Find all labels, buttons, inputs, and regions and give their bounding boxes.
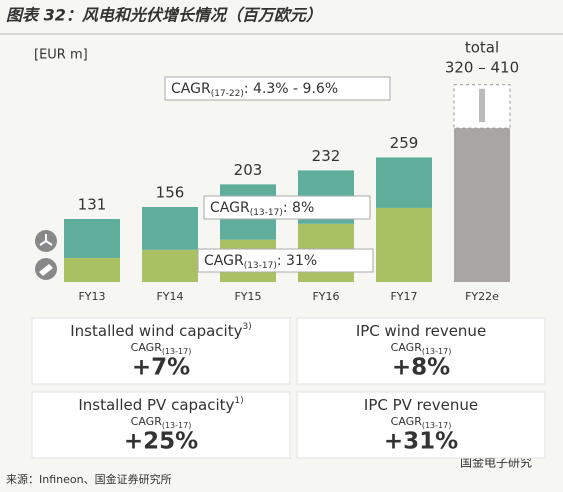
panel [31, 391, 291, 459]
chart-title: 图表 32：风电和光伏增长情况（百万欧元） [6, 6, 322, 25]
wind-icon-blades [39, 234, 53, 246]
panel-cagr: CAGR(13-17) [391, 415, 452, 430]
panel-note: 1) [234, 396, 243, 406]
bar-segment [142, 206, 198, 250]
annotation-text: CAGR [210, 200, 250, 216]
panel-value: +7% [132, 355, 190, 381]
panel-cagr-sub: (13-17) [422, 347, 452, 356]
bar-segment [376, 207, 432, 282]
panel-value: +25% [124, 429, 198, 455]
x-tick-label: FY17 [390, 290, 417, 303]
panel-cagr: CAGR(13-17) [131, 415, 192, 430]
annotation: CAGR(13-17): 8% [210, 200, 314, 218]
panel-title-text: IPC PV revenue [364, 396, 478, 414]
total-label: 156 [156, 183, 185, 201]
forecast-label: total [465, 39, 499, 57]
panel-cagr-text: CAGR [131, 341, 163, 354]
annotation: CAGR(17-22): 4.3% - 9.6% [171, 81, 338, 99]
panel-cagr: CAGR(13-17) [391, 341, 452, 356]
panel-title-text: IPC wind revenue [356, 322, 486, 340]
total-label: 203 [234, 161, 263, 179]
panel-value: +8% [392, 355, 450, 381]
panel-title: IPC wind revenue [356, 322, 486, 340]
panel [296, 317, 546, 385]
annotation-sub: (17-22) [211, 89, 244, 99]
panel-cagr-text: CAGR [391, 341, 423, 354]
panel-note: 3) [242, 322, 251, 332]
x-tick-label: FY13 [78, 290, 105, 303]
bar-segment [64, 218, 120, 258]
panel-cagr: CAGR(13-17) [131, 341, 192, 356]
total-label: 259 [390, 134, 419, 152]
annotation-value: : 31% [277, 253, 317, 269]
panel-cagr-sub: (13-17) [422, 421, 452, 430]
bar-segment [64, 257, 120, 282]
annotation-sub: (13-17) [244, 261, 277, 271]
annotation-box [197, 248, 374, 273]
x-tick-label: FY22e [465, 290, 499, 303]
forecast-range-label: 320 – 410 [445, 59, 519, 77]
x-tick-label: FY14 [156, 290, 183, 303]
forecast-bar [454, 128, 510, 282]
bar-segment [142, 249, 198, 282]
annotation-box [164, 76, 391, 101]
total-label: 131 [78, 195, 107, 213]
pv-icon-panel [39, 264, 53, 276]
annotation-value: : 4.3% - 9.6% [244, 81, 338, 97]
panel-cagr-sub: (13-17) [162, 421, 192, 430]
annotation-text: CAGR [204, 253, 244, 269]
annotation-value: : 8% [283, 200, 314, 216]
panel-cagr-text: CAGR [131, 415, 163, 428]
panel-title: Installed wind capacity3) [70, 322, 251, 340]
x-tick-label: FY15 [234, 290, 261, 303]
annotation: CAGR(13-17): 31% [204, 253, 317, 271]
panel-title-text: Installed wind capacity [70, 322, 242, 340]
panel-cagr-sub: (13-17) [162, 347, 192, 356]
bar-segment [376, 157, 432, 208]
annotation-box [203, 195, 371, 220]
annotation-sub: (13-17) [250, 208, 283, 218]
source: 来源：Infineon、国金证券研究所 [6, 472, 172, 486]
panel-title: IPC PV revenue [364, 396, 478, 414]
panel-title-text: Installed PV capacity [78, 396, 234, 414]
unit-label: [EUR m] [34, 48, 88, 63]
total-label: 232 [312, 147, 341, 165]
panel-value: +31% [384, 429, 458, 455]
panel-cagr-text: CAGR [391, 415, 423, 428]
panel-title: Installed PV capacity1) [78, 396, 243, 414]
x-tick-label: FY16 [312, 290, 339, 303]
annotation-text: CAGR [171, 81, 211, 97]
panel [31, 317, 291, 385]
panel [296, 391, 546, 459]
